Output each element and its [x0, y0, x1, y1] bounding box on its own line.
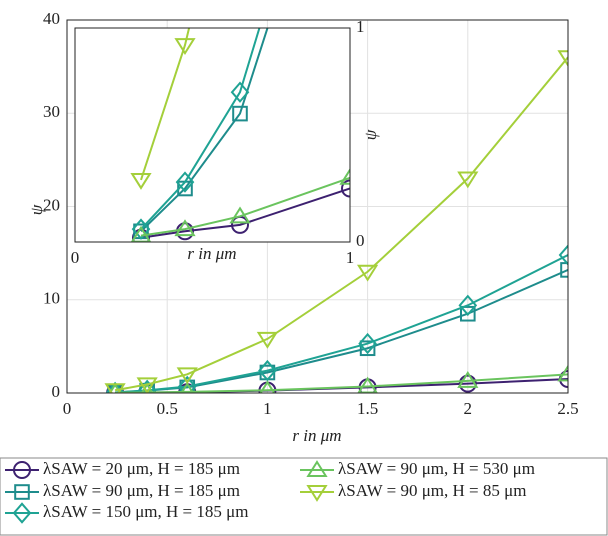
marker	[130, 172, 152, 190]
marker	[457, 171, 479, 189]
marker	[177, 375, 197, 393]
marker	[175, 171, 195, 193]
marker	[259, 380, 276, 393]
marker	[174, 219, 196, 237]
legend-label: λSAW = 150 μm, H = 185 μm	[43, 502, 248, 521]
marker	[358, 332, 377, 355]
series-line	[140, 176, 350, 237]
marker	[140, 382, 154, 393]
x-tick-label: 0	[71, 248, 80, 267]
plot-area	[75, 28, 350, 242]
marker	[230, 81, 250, 103]
marker	[458, 374, 477, 393]
x-tick-label: 1.5	[357, 399, 378, 418]
marker	[258, 359, 277, 382]
marker	[232, 105, 248, 122]
marker	[357, 376, 378, 393]
y-tick-label: 0	[52, 382, 61, 401]
marker	[460, 305, 476, 322]
series-group	[104, 50, 568, 393]
legend-label: λSAW = 20 μm, H = 185 μm	[43, 459, 240, 478]
marker	[176, 367, 198, 385]
legend-marker	[12, 502, 32, 524]
y-tick-label: 20	[43, 195, 60, 214]
y-axis-label: ψ	[27, 204, 46, 215]
y-tick-label: 0	[356, 231, 365, 250]
legend-label: λSAW = 90 μm, H = 185 μm	[43, 481, 240, 500]
series-line	[140, 28, 269, 233]
legend-marker	[14, 484, 30, 500]
inset-x-axis-label: r in μm	[187, 244, 236, 263]
series-group	[130, 28, 350, 242]
marker	[136, 377, 158, 393]
marker	[180, 382, 195, 393]
y-tick-label: 10	[43, 289, 60, 308]
marker	[457, 370, 479, 388]
x-tick-label: 1	[346, 248, 355, 267]
legend-marker	[306, 485, 328, 502]
marker	[557, 50, 568, 68]
legend-label: λSAW = 90 μm, H = 530 μm	[338, 459, 535, 478]
x-tick-label: 2	[464, 399, 473, 418]
marker	[137, 379, 157, 393]
marker	[341, 179, 350, 198]
axes-box	[74, 27, 351, 243]
series-line	[140, 187, 350, 239]
x-tick-label: 1	[263, 399, 272, 418]
marker	[174, 38, 196, 55]
marker	[339, 167, 350, 185]
x-tick-label: 0	[63, 399, 72, 418]
legend-marker	[13, 461, 31, 479]
y-tick-label: 30	[43, 102, 60, 121]
series-line	[114, 56, 568, 392]
legend-marker	[306, 460, 328, 477]
marker	[458, 294, 478, 317]
marker	[356, 264, 379, 282]
legend-label: λSAW = 90 μm, H = 85 μm	[338, 481, 526, 500]
marker	[557, 364, 568, 382]
inset-y-axis-label: ψ	[361, 129, 380, 140]
y-tick-label: 40	[43, 9, 60, 28]
marker	[558, 244, 568, 266]
x-tick-label: 0.5	[157, 399, 178, 418]
x-tick-label: 2.5	[557, 399, 578, 418]
series-line	[140, 28, 261, 230]
marker	[256, 331, 279, 349]
y-tick-label: 1	[356, 17, 365, 36]
x-axis-label: r in μm	[292, 426, 341, 445]
series-line	[115, 254, 568, 393]
marker	[560, 262, 568, 278]
axes-box	[66, 19, 569, 394]
marker	[104, 383, 126, 393]
marker	[132, 228, 150, 242]
series-line	[140, 28, 191, 181]
marker	[131, 218, 151, 240]
marker	[229, 206, 251, 224]
marker	[359, 340, 376, 357]
